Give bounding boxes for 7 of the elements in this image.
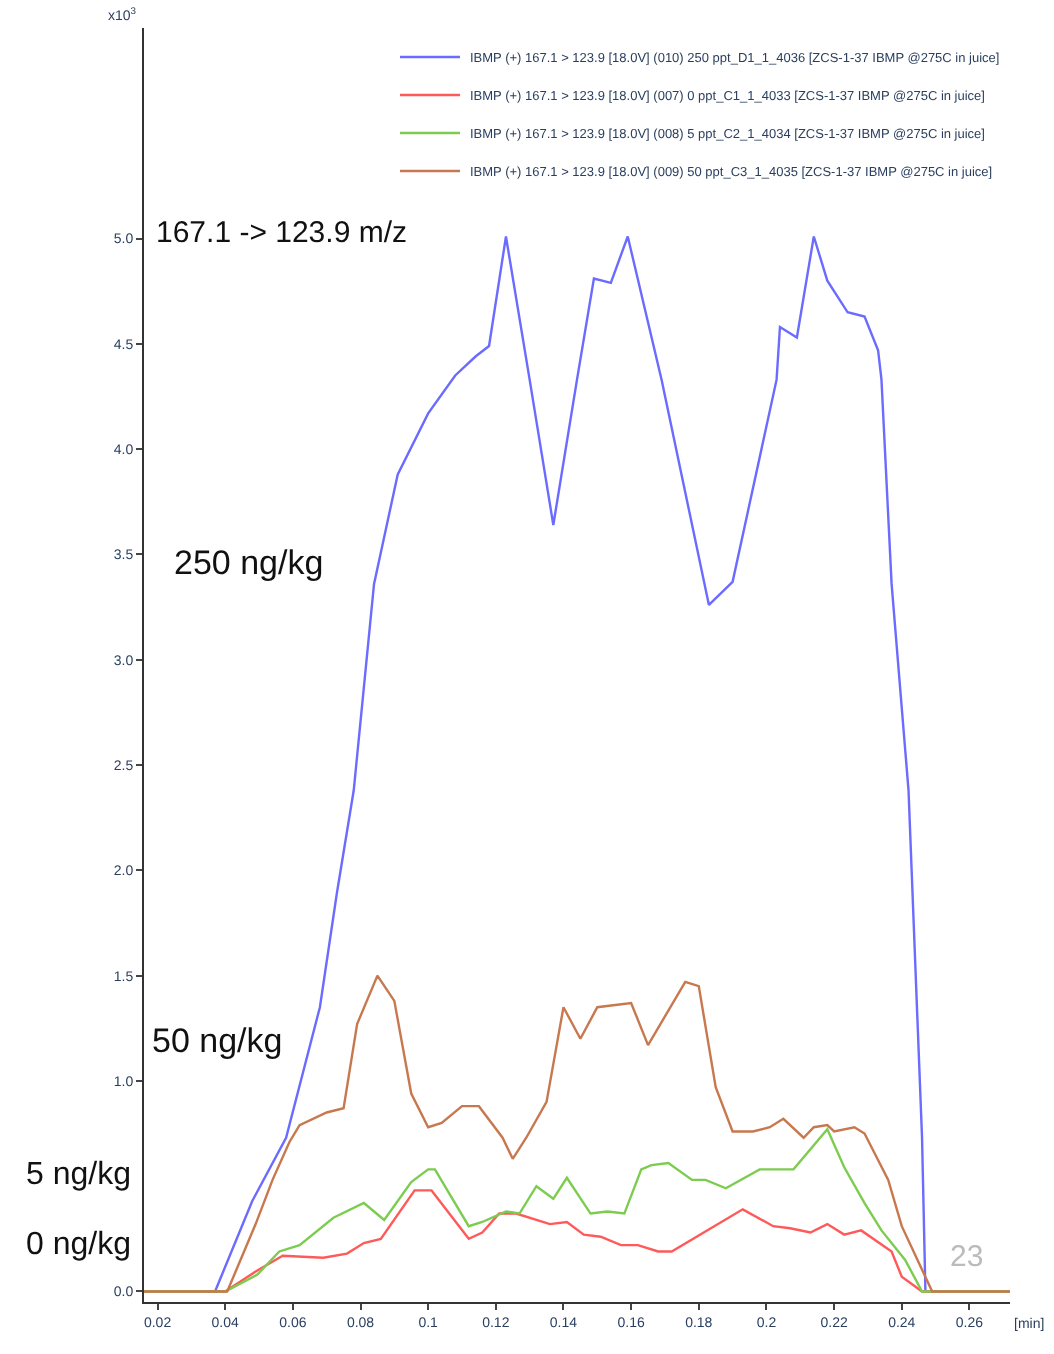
text: 167.1 -> 123.9 m/z	[156, 216, 407, 250]
text: 5 ng/kg	[26, 1158, 131, 1192]
annotation: 23	[950, 1240, 984, 1274]
line-series	[144, 974, 1010, 1293]
annotation: 250 ng/kg	[174, 544, 324, 582]
annotation: 50 ng/kg	[152, 1022, 283, 1060]
text: 0 ng/kg	[26, 1228, 131, 1262]
